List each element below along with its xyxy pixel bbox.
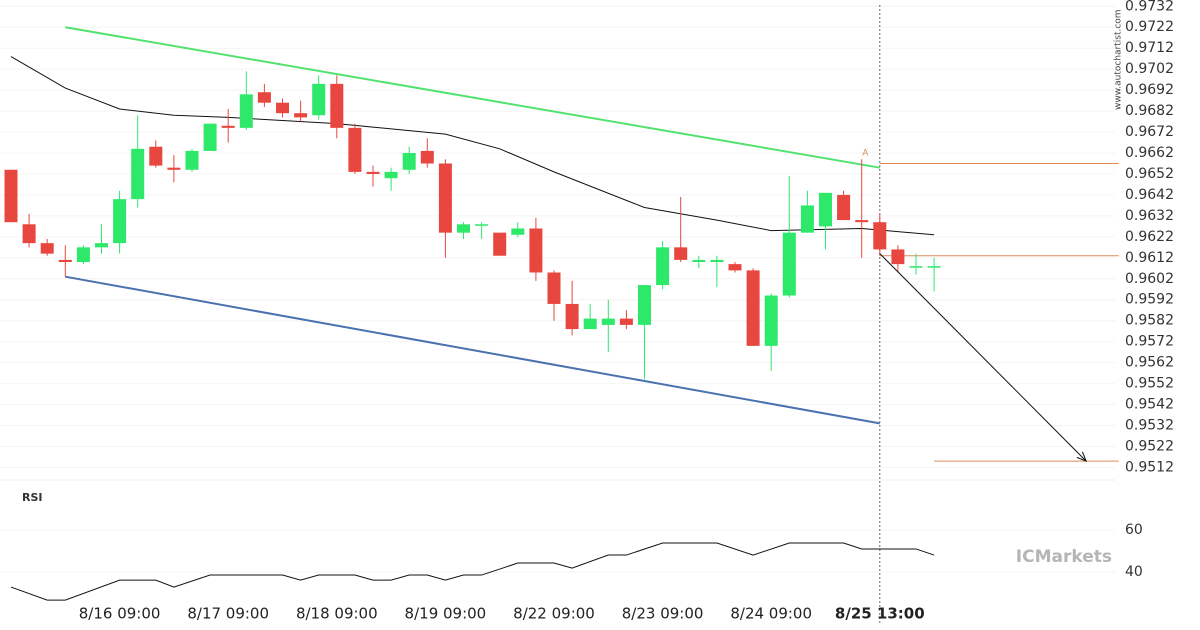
candle-body [420,150,434,164]
y-tick-label: 40 [1125,564,1143,580]
moving-average [10,56,935,236]
candle-body [819,192,832,227]
candle-body [221,125,235,128]
candle-body [692,259,706,263]
x-tick-label: 8/17 09:00 [187,605,269,623]
x-tick-label: 8/23 09:00 [622,605,704,623]
candle-body [511,228,525,235]
arrow-head [1076,451,1088,463]
y-tick-label: 0.9572 [1125,334,1174,350]
y-tick-label: 0.9512 [1125,459,1174,475]
candle-body [366,171,380,174]
candle-body [475,224,489,226]
y-tick-label: 0.9662 [1125,145,1174,161]
candle-body [837,194,851,221]
candle-body [384,171,398,179]
candle-body [203,123,217,151]
y-tick-label: 0.9652 [1125,166,1174,182]
candle-body [457,224,470,233]
y-tick-label: 0.9542 [1125,397,1174,413]
candle-body [294,113,308,118]
candle-body [330,83,344,128]
y-tick-label: 0.9712 [1125,40,1174,56]
candle-body [58,259,72,263]
forecast-arrow [879,253,1087,462]
candle-body [22,224,36,244]
rsi-line [10,542,935,601]
candle-body [565,303,579,330]
y-tick-label: 0.9532 [1125,418,1174,434]
pattern-label: A [862,149,869,159]
candle-body [656,247,670,286]
candle-body [76,247,90,263]
candle-body [583,318,597,330]
candle-body [493,232,507,256]
x-tick-label: 8/25 13:00 [835,605,925,623]
candle-body [402,153,416,170]
candle-body [131,148,145,200]
y-tick-label: 0.9582 [1125,313,1174,329]
candle-body [909,266,923,268]
candle-body [873,222,887,250]
y-tick-label: 0.9672 [1125,124,1174,140]
y-tick-label: 0.9632 [1125,208,1174,224]
candle-body [855,220,869,223]
y-tick-label: 60 [1125,522,1143,538]
candle-body [167,167,181,170]
x-tick-label: 8/16 09:00 [79,605,161,623]
rsi-label: RSI [22,491,43,504]
candle-body [728,264,742,271]
candle-body [276,102,289,114]
watermark: www.autochartist.com [1114,9,1124,110]
x-tick-label: 8/18 09:00 [296,605,378,623]
candle-body [638,285,651,325]
candle-body [257,92,271,103]
candle-body [800,205,814,233]
y-tick-label: 0.9692 [1125,82,1174,98]
candle-body [601,318,615,325]
candle-body [149,146,163,166]
candle-body [95,243,108,248]
candle-body [40,243,54,254]
candle-body [312,83,326,116]
y-tick-label: 0.9732 [1125,0,1174,14]
candle-body [113,199,127,244]
candle-body [529,228,543,273]
trendline [65,26,880,169]
y-tick-label: 0.9642 [1125,187,1174,203]
candle-body [547,272,561,304]
candle-body [185,150,199,170]
candle-body [4,169,18,223]
x-tick-label: 8/19 09:00 [405,605,487,623]
trendline [65,275,880,425]
y-tick-label: 0.9552 [1125,376,1174,392]
candle-body [674,247,688,260]
candle-body [710,259,724,263]
x-tick-label: 8/24 09:00 [730,605,812,623]
candle-body [764,295,778,346]
candle-body [239,94,253,128]
y-tick-label: 0.9622 [1125,229,1174,245]
candle-body [891,249,905,265]
y-tick-label: 0.9522 [1125,438,1174,454]
y-tick-label: 0.9562 [1125,355,1174,371]
candle-body [927,266,941,268]
candle-body [746,270,760,346]
y-tick-label: 0.9612 [1125,250,1174,266]
y-tick-label: 0.9602 [1125,271,1174,287]
y-tick-label: 0.9682 [1125,103,1174,119]
candle-body [348,127,362,172]
y-tick-label: 0.9592 [1125,292,1174,308]
y-tick-label: 0.9702 [1125,61,1174,77]
y-tick-label: 0.9722 [1125,19,1174,35]
brand-logo: ICMarkets [1016,547,1112,567]
candle-body [438,163,452,233]
x-tick-label: 8/22 09:00 [513,605,595,623]
candle-body [619,318,633,325]
candle-body [782,232,796,296]
